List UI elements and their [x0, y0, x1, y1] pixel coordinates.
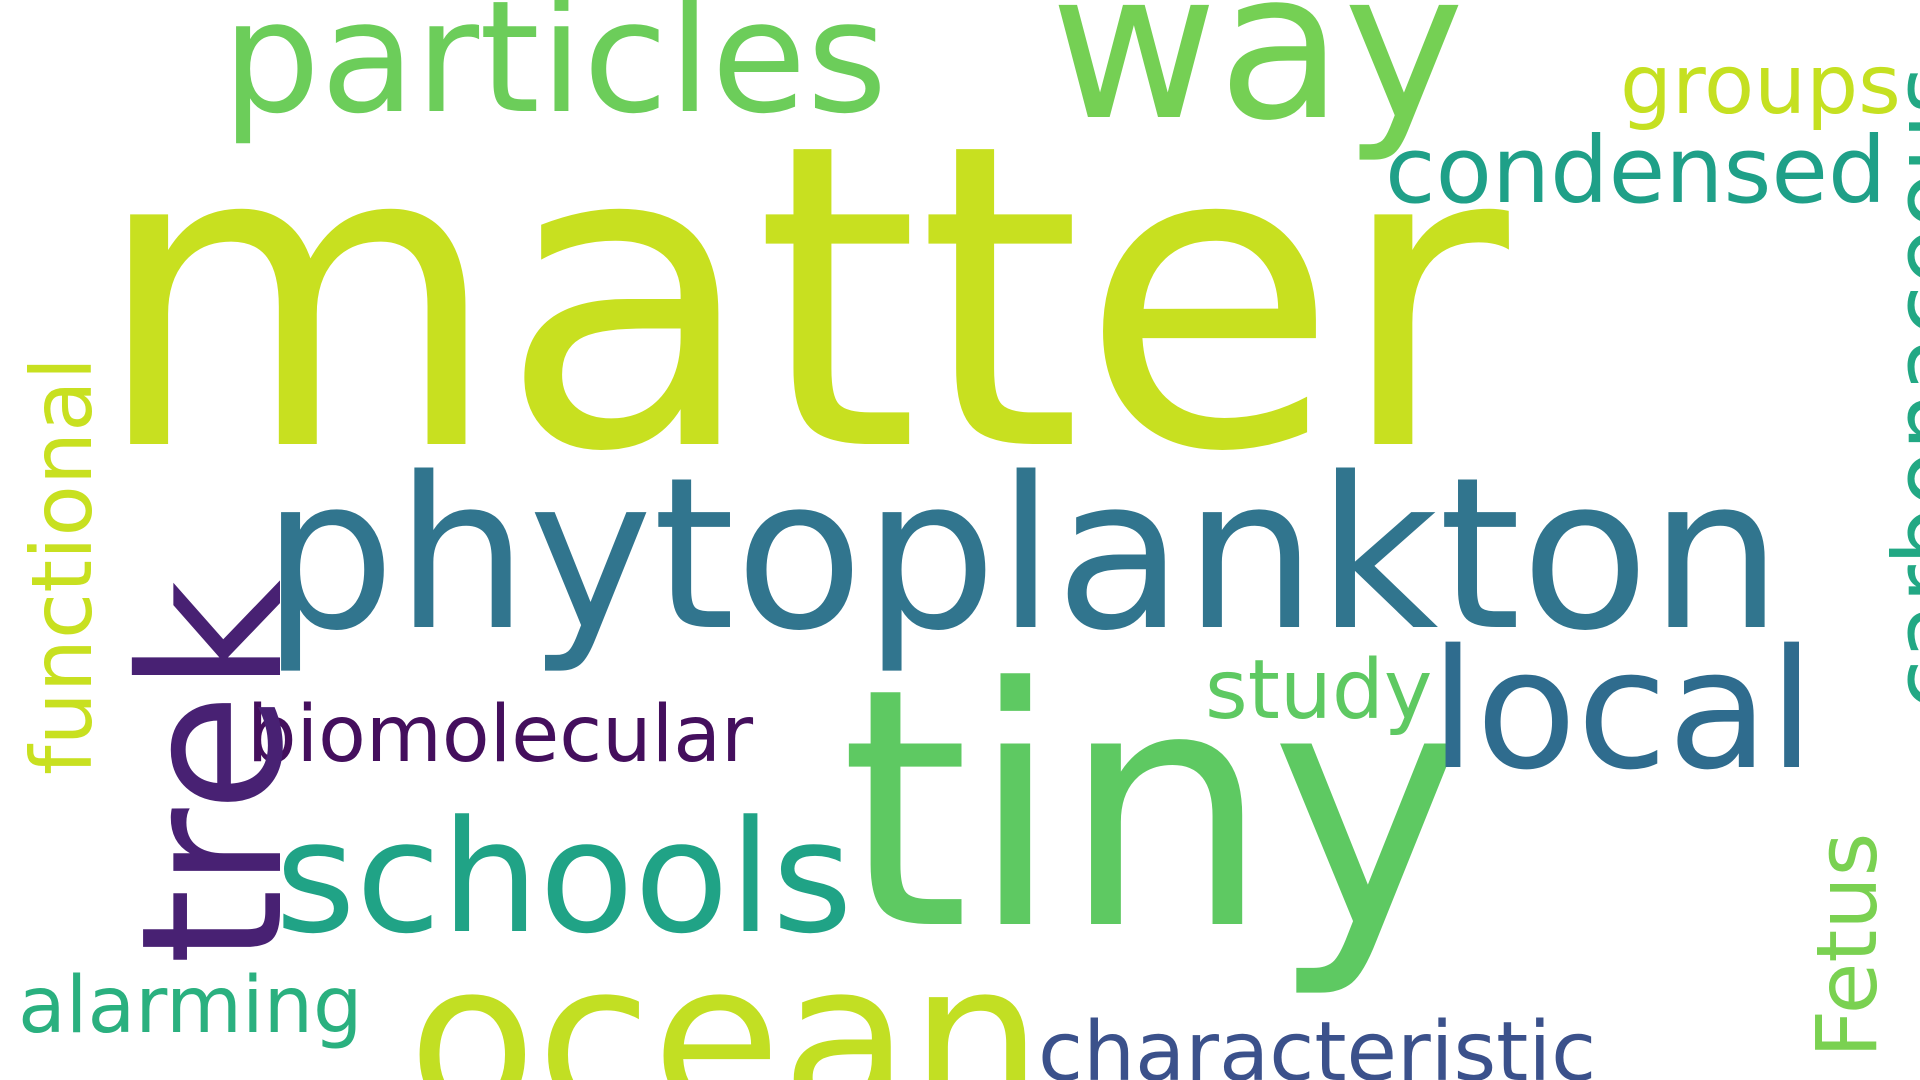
word-local: local	[1430, 614, 1815, 806]
word-groups: groups	[1620, 38, 1901, 133]
word-biomolecular: biomolecular	[247, 690, 754, 780]
word-particles: particles	[222, 0, 888, 148]
word-study: study	[1205, 643, 1433, 738]
word-carbonaceous: carbonaceous	[1874, 66, 1920, 710]
word-condensed: condensed	[1385, 117, 1887, 224]
word-matter: matter	[92, 55, 1509, 544]
word-way: way	[1050, 0, 1465, 166]
word-ocean: ocean	[408, 917, 1043, 1080]
word-phytoplankton: phytoplankton	[262, 432, 1783, 677]
word-functional: functional	[13, 357, 111, 775]
word-trek: trek	[99, 579, 326, 965]
word-fetus: Fetus	[1798, 832, 1896, 1058]
word-characteristic: characteristic	[1038, 1005, 1597, 1080]
word-alarming: alarming	[18, 961, 363, 1051]
word-schools: schools	[275, 787, 853, 968]
word-tiny: tiny	[840, 618, 1466, 1002]
